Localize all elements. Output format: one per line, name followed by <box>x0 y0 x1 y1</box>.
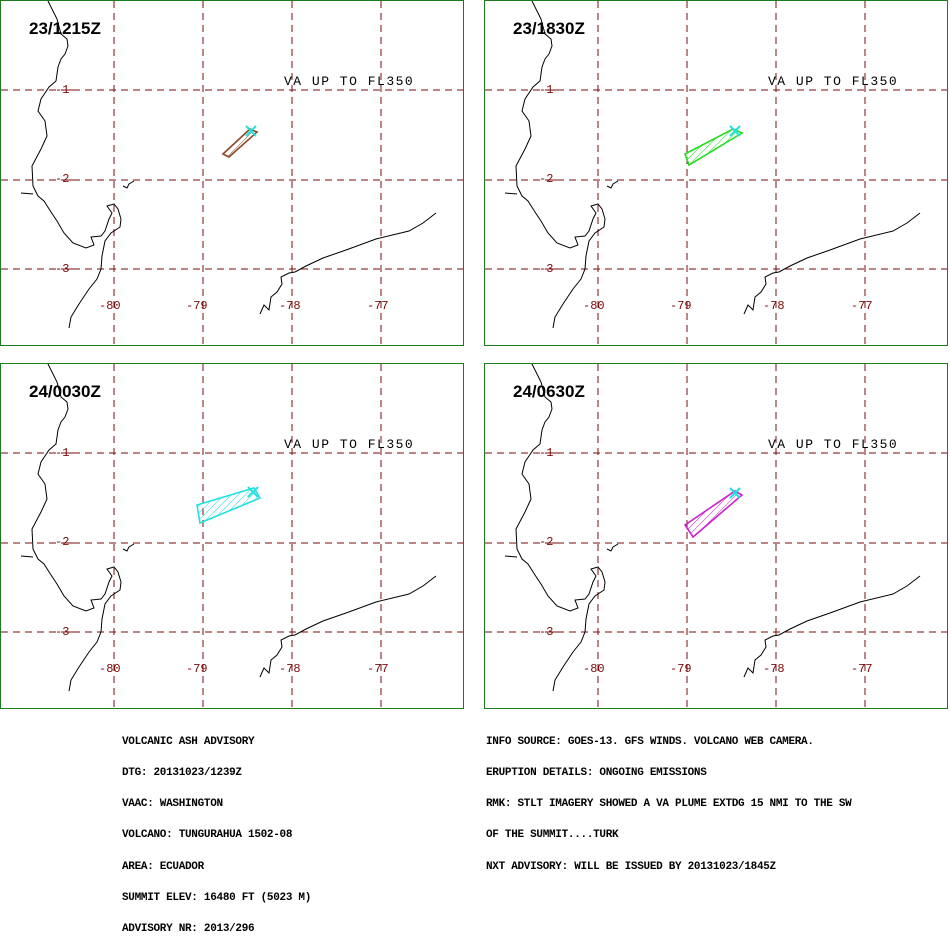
advisory-line: INFO SOURCE: GOES-13. GFS WINDS. VOLCANO… <box>486 735 814 748</box>
lat-label: -2 <box>539 535 554 549</box>
panel-time-label: 23/1830Z <box>513 19 585 38</box>
coastline <box>31 1 122 329</box>
lat-label: -3 <box>539 625 554 639</box>
lat-label: -3 <box>55 262 70 276</box>
map-canvas <box>485 364 947 708</box>
advisory-line: AREA: ECUADOR <box>122 860 204 873</box>
advisory-line: DTG: 20131023/1239Z <box>122 767 242 780</box>
lon-label: -77 <box>367 299 389 313</box>
map-canvas <box>485 1 947 345</box>
advisory-line: NXT ADVISORY: WILL BE ISSUED BY 20131023… <box>486 860 776 873</box>
lon-label: -77 <box>367 662 389 676</box>
coastline-detail <box>504 180 619 195</box>
border-line <box>743 575 921 678</box>
lon-label: -78 <box>279 662 301 676</box>
coastline-detail <box>20 543 135 558</box>
map-panel-1: 23/1215Z VA UP TO FL350 -1 -2 -3 -80 -79… <box>0 0 464 346</box>
lon-label: -77 <box>851 299 873 313</box>
lon-label: -80 <box>99 299 121 313</box>
coastline <box>515 1 606 329</box>
volcano-icon <box>729 487 741 499</box>
panel-time-label: 24/0630Z <box>513 382 585 401</box>
lon-label: -77 <box>851 662 873 676</box>
lon-label: -80 <box>583 662 605 676</box>
border-line <box>259 575 437 678</box>
ash-plume-polygon <box>683 490 744 539</box>
lon-label: -78 <box>763 662 785 676</box>
volcano-icon <box>245 125 257 137</box>
lon-label: -79 <box>670 299 692 313</box>
advisory-line: ADVISORY NR: 2013/296 <box>122 923 255 936</box>
advisory-line: VAAC: WASHINGTON <box>122 798 223 811</box>
map-canvas <box>1 1 463 345</box>
map-panel-2: 23/1830Z VA UP TO FL350 -1 -2 -3 -80 -79… <box>484 0 948 346</box>
lat-label: -1 <box>539 446 554 460</box>
advisory-line: ERUPTION DETAILS: ONGOING EMISSIONS <box>486 767 707 780</box>
lat-label: -1 <box>55 83 70 97</box>
advisory-line: OF THE SUMMIT....TURK <box>486 829 619 842</box>
lat-label: -3 <box>55 625 70 639</box>
lat-label: -1 <box>55 446 70 460</box>
advisory-line: SUMMIT ELEV: 16480 FT (5023 M) <box>122 891 312 904</box>
lat-label: -1 <box>539 83 554 97</box>
flight-level-label: VA UP TO FL350 <box>284 74 415 89</box>
lat-label: -2 <box>55 172 70 186</box>
flight-level-label: VA UP TO FL350 <box>768 437 899 452</box>
advisory-details-right: INFO SOURCE: GOES-13. GFS WINDS. VOLCANO… <box>486 716 852 882</box>
lon-label: -79 <box>186 299 208 313</box>
panel-time-label: 23/1215Z <box>29 19 101 38</box>
lat-label: -3 <box>539 262 554 276</box>
coastline-detail <box>504 543 619 558</box>
panel-time-label: 24/0030Z <box>29 382 101 401</box>
lon-label: -79 <box>670 662 692 676</box>
flight-level-label: VA UP TO FL350 <box>284 437 415 452</box>
lon-label: -78 <box>279 299 301 313</box>
lon-label: -80 <box>99 662 121 676</box>
advisory-line: RMK: STLT IMAGERY SHOWED A VA PLUME EXTD… <box>486 798 852 811</box>
lon-label: -80 <box>583 299 605 313</box>
volcano-icon <box>247 486 259 498</box>
ash-plume-polygon <box>221 128 259 158</box>
map-canvas <box>1 364 463 708</box>
map-panel-4: 24/0630Z VA UP TO FL350 -1 -2 -3 -80 -79… <box>484 363 948 709</box>
ash-plume-polygon <box>684 128 744 167</box>
lon-label: -79 <box>186 662 208 676</box>
advisory-header-left: VOLCANIC ASH ADVISORY DTG: 20131023/1239… <box>122 716 311 945</box>
volcano-icon <box>729 125 741 137</box>
lon-label: -78 <box>763 299 785 313</box>
lat-label: -2 <box>539 172 554 186</box>
border-line <box>743 212 921 315</box>
map-panel-3: 24/0030Z VA UP TO FL350 -1 -2 -3 -80 -79… <box>0 363 464 709</box>
coastline-detail <box>20 180 135 195</box>
advisory-line: VOLCANO: TUNGURAHUA 1502-08 <box>122 829 293 842</box>
lat-label: -2 <box>55 535 70 549</box>
coastline <box>31 364 122 692</box>
border-line <box>259 212 437 315</box>
coastline <box>515 364 606 692</box>
advisory-line: VOLCANIC ASH ADVISORY <box>122 735 255 748</box>
ash-plume-polygon <box>196 487 262 525</box>
flight-level-label: VA UP TO FL350 <box>768 74 899 89</box>
